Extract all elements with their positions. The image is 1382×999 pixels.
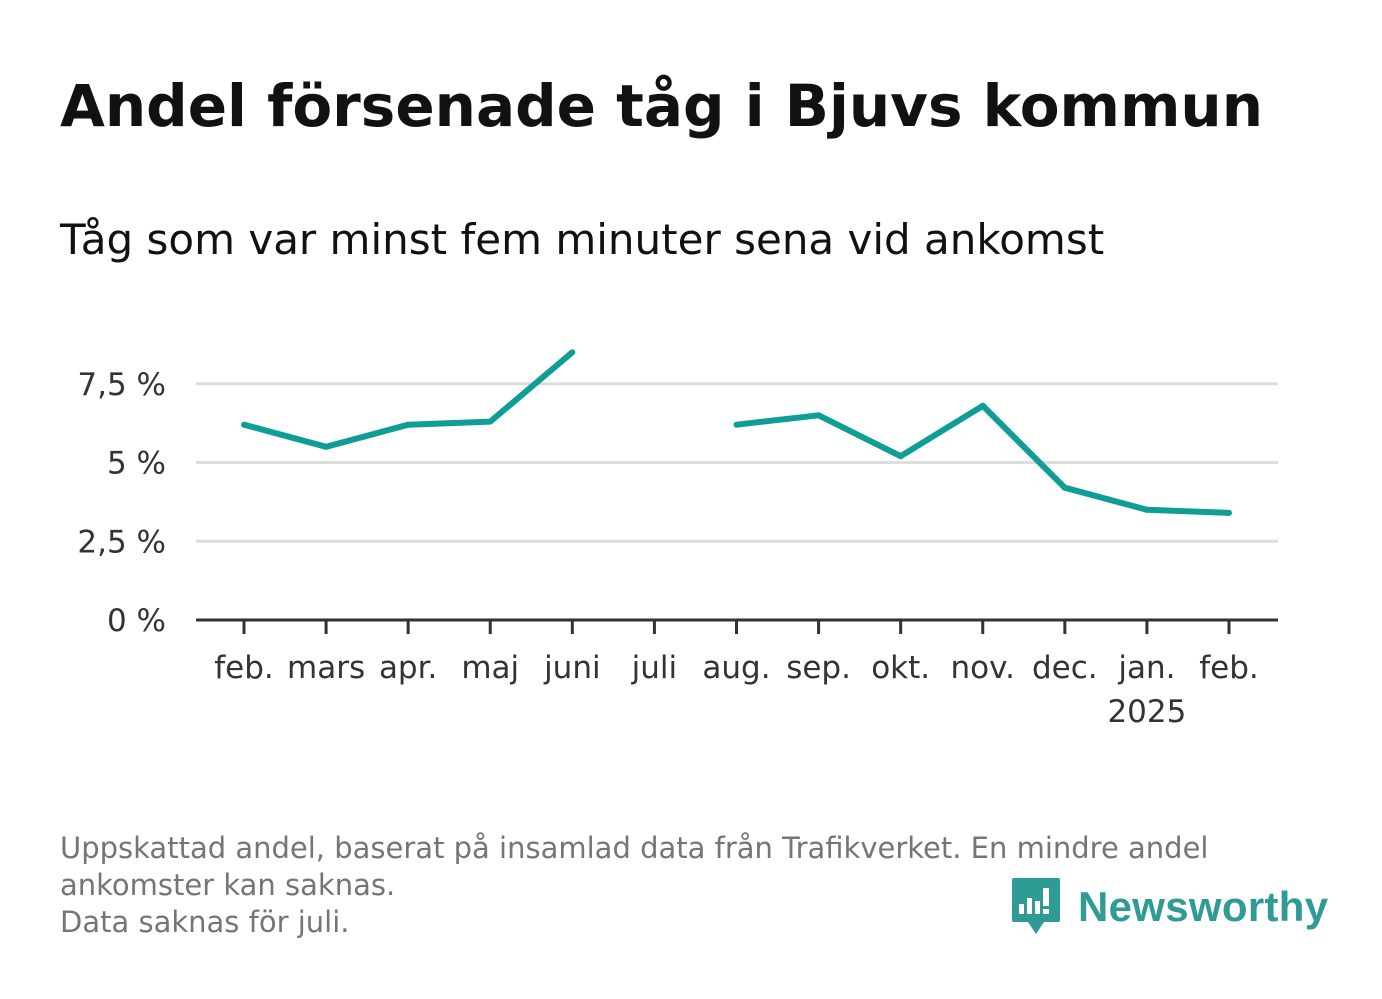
x-tick-label: nov.	[951, 650, 1015, 686]
data-point	[405, 421, 412, 428]
y-tick-label: 2,5 %	[77, 524, 166, 560]
newsworthy-logo-icon	[1012, 878, 1060, 934]
chart-subtitle: Tåg som var minst fem minuter sena vid a…	[60, 215, 1105, 264]
series-line-segment	[243, 350, 575, 450]
brand-logo: Newsworthy	[1010, 872, 1328, 942]
x-tick-label: jan.	[1117, 650, 1175, 686]
footnote-line-2: ankomster kan saknas.	[60, 868, 396, 902]
x-tick-label: dec.	[1032, 650, 1098, 686]
x-tick-label: okt.	[871, 650, 930, 686]
footnote-line-3: Data saknas för juli.	[60, 905, 350, 939]
x-tick-label: aug.	[702, 650, 770, 686]
footnote: Uppskattad andel, baserat på insamlad da…	[60, 830, 1320, 941]
series-line-segment	[736, 402, 1230, 516]
x-tick-label: feb.	[214, 650, 274, 686]
data-point	[1061, 484, 1068, 491]
y-tick-label: 7,5 %	[77, 367, 166, 403]
data-point	[323, 443, 330, 450]
data-point	[1143, 506, 1150, 513]
y-tick-label: 5 %	[107, 446, 166, 482]
x-tick-label: sep.	[786, 650, 851, 686]
data-point	[1226, 509, 1232, 516]
data-point	[241, 421, 247, 428]
x-tick-label: maj	[461, 650, 519, 686]
data-point	[979, 402, 986, 409]
data-point	[897, 453, 904, 460]
x-tick-label: juni	[543, 650, 601, 686]
data-point	[487, 418, 494, 425]
x-tick-label: feb.	[1199, 650, 1259, 686]
data-point	[815, 412, 822, 419]
footnote-line-1: Uppskattad andel, baserat på insamlad da…	[60, 831, 1209, 865]
x-year-label: 2025	[1107, 694, 1186, 730]
x-tick-label: juli	[631, 650, 678, 686]
chart-title: Andel försenade tåg i Bjuvs kommun	[60, 72, 1263, 140]
x-tick-label: mars	[287, 650, 365, 686]
brand-name: Newsworthy	[1078, 883, 1329, 930]
x-tick-label: apr.	[379, 650, 437, 686]
data-point	[569, 349, 576, 356]
data-point	[733, 421, 740, 428]
y-tick-label: 0 %	[107, 603, 166, 639]
